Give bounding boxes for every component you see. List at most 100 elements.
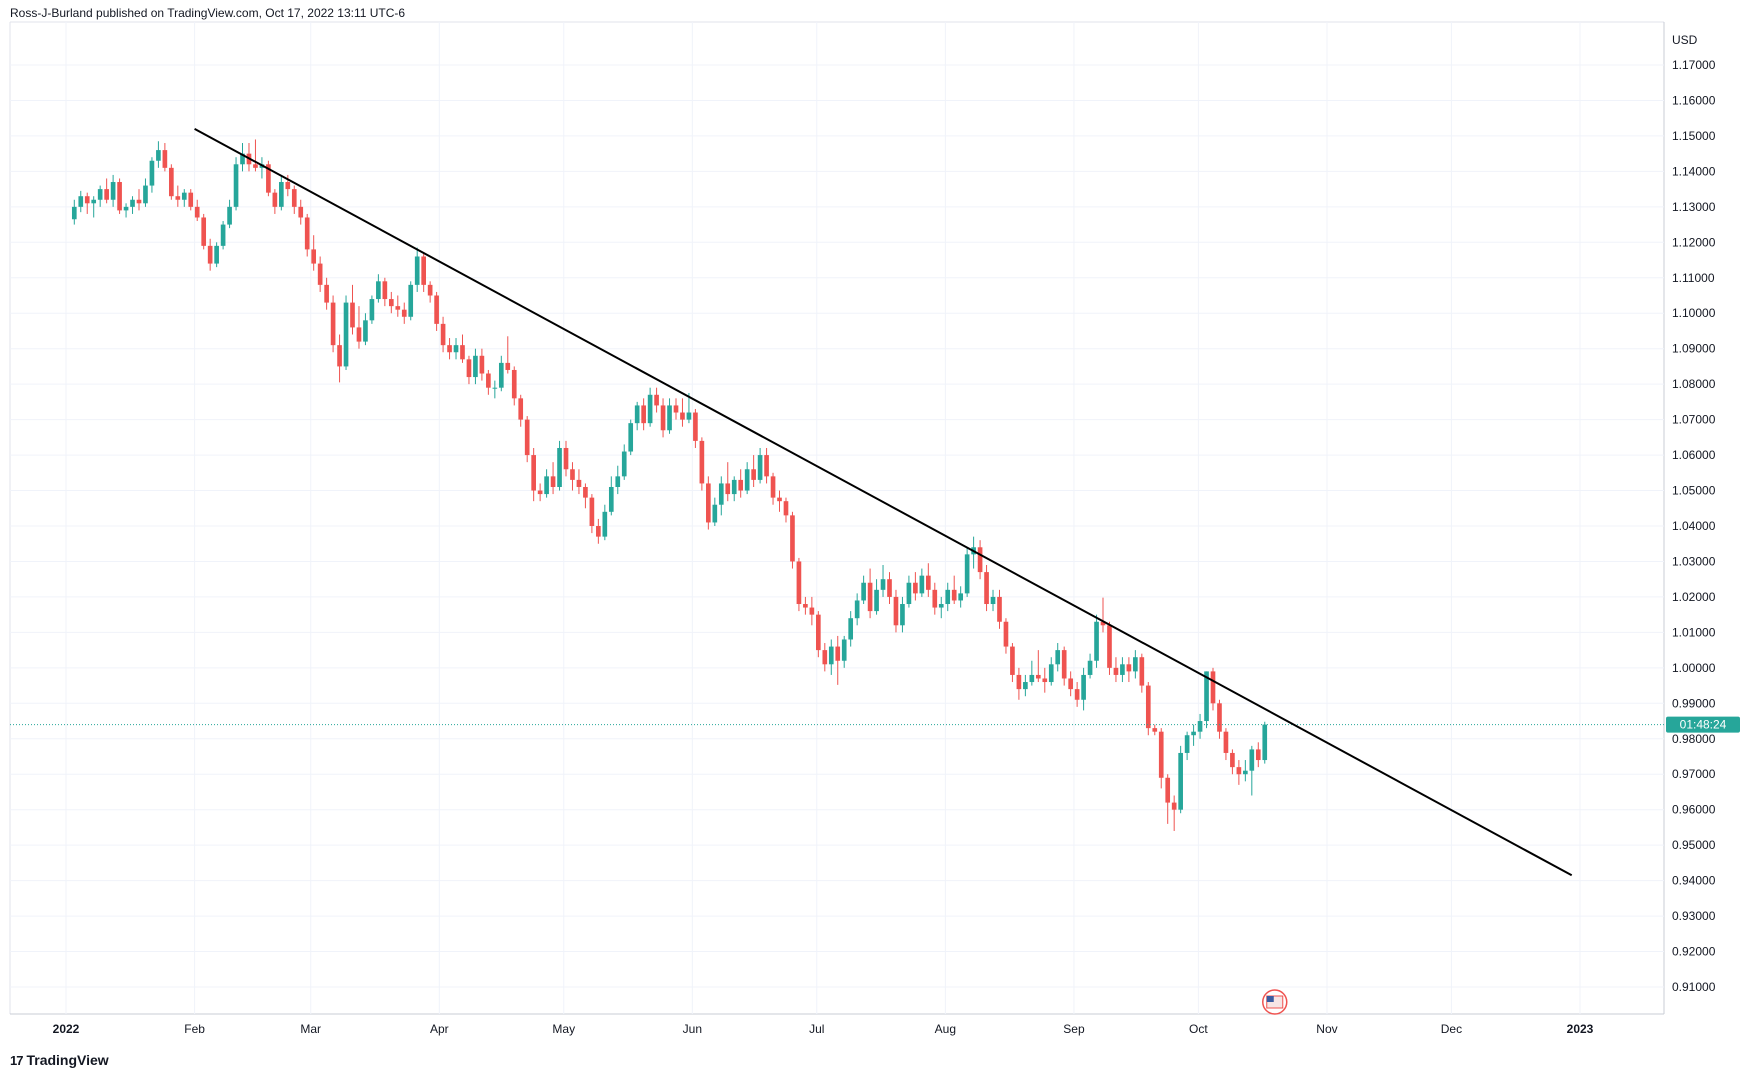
candle-body[interactable] [925, 575, 931, 590]
candle-body[interactable] [699, 440, 705, 484]
candle-body[interactable] [932, 589, 938, 608]
candle-body[interactable] [596, 526, 601, 537]
candle-body[interactable] [751, 469, 756, 480]
candle-body[interactable] [693, 412, 698, 441]
candle-body[interactable] [809, 607, 815, 615]
candle-body[interactable] [227, 206, 232, 225]
candle-body[interactable] [835, 646, 841, 661]
candle-body[interactable] [1139, 657, 1145, 686]
candle-body[interactable] [1204, 671, 1209, 722]
candle-body[interactable] [1107, 625, 1112, 668]
candle-body[interactable] [240, 153, 245, 165]
candle-body[interactable] [91, 199, 97, 204]
candle-body[interactable] [1178, 752, 1183, 810]
candle-body[interactable] [511, 369, 517, 399]
candle-body[interactable] [945, 589, 951, 605]
candle-body[interactable] [350, 302, 355, 328]
candle-body[interactable] [466, 359, 472, 378]
candle-body[interactable] [951, 589, 957, 601]
candle-body[interactable] [136, 199, 142, 204]
candle-body[interactable] [544, 476, 549, 495]
candle-body[interactable] [84, 196, 90, 204]
downtrend-line[interactable] [194, 127, 1573, 877]
candle-body[interactable] [214, 245, 219, 264]
candle-body[interactable] [977, 547, 983, 573]
candle-body[interactable] [906, 582, 912, 605]
candle-body[interactable] [803, 604, 808, 608]
candle-body[interactable] [388, 299, 394, 307]
candle-body[interactable] [434, 295, 439, 324]
candle-body[interactable] [919, 575, 925, 594]
tradingview-logo[interactable]: 17 TradingView [10, 1052, 109, 1068]
candle-body[interactable] [1113, 667, 1119, 675]
candle-body[interactable] [822, 650, 828, 665]
candle-body[interactable] [557, 447, 562, 487]
candle-body[interactable] [1126, 664, 1132, 672]
candle-body[interactable] [401, 309, 407, 317]
candle-body[interactable] [253, 164, 258, 168]
candle-body[interactable] [447, 345, 452, 353]
candle-body[interactable] [777, 497, 782, 502]
candle-body[interactable] [473, 355, 478, 378]
candle-body[interactable] [363, 320, 368, 342]
candle-body[interactable] [634, 405, 640, 424]
candle-body[interactable] [887, 579, 892, 597]
candle-body[interactable] [1145, 685, 1151, 729]
candle-body[interactable] [518, 398, 524, 420]
candle-body[interactable] [1120, 664, 1125, 675]
candle-body[interactable] [130, 199, 135, 207]
candle-body[interactable] [738, 479, 744, 491]
candle-body[interactable] [1158, 731, 1164, 778]
candle-body[interactable] [369, 299, 375, 321]
candle-body[interactable] [505, 362, 511, 370]
candle-body[interactable] [984, 572, 989, 605]
candle-body[interactable] [757, 455, 763, 480]
candle-body[interactable] [233, 164, 239, 207]
candle-body[interactable] [421, 256, 426, 285]
candle-body[interactable] [1230, 752, 1235, 768]
candle-body[interactable] [1243, 770, 1248, 775]
candle-body[interactable] [414, 256, 420, 285]
candle-body[interactable] [1171, 802, 1177, 810]
candle-body[interactable] [104, 189, 109, 200]
candle-body[interactable] [453, 345, 459, 353]
candle-body[interactable] [848, 618, 854, 640]
candle-body[interactable] [641, 405, 646, 424]
candle-body[interactable] [706, 483, 711, 523]
candle-body[interactable] [1042, 678, 1048, 683]
candle-body[interactable] [1055, 650, 1061, 665]
candle-body[interactable] [893, 596, 899, 626]
candle-body[interactable] [1191, 731, 1196, 736]
candle-body[interactable] [1074, 689, 1080, 700]
candle-body[interactable] [1048, 664, 1054, 683]
candle-body[interactable] [900, 604, 905, 626]
candle-body[interactable] [628, 423, 634, 452]
candle-body[interactable] [460, 345, 465, 360]
candle-body[interactable] [486, 373, 491, 388]
candle-body[interactable] [220, 224, 226, 246]
candle-body[interactable] [712, 504, 718, 523]
candle-body[interactable] [149, 160, 155, 186]
candle-body[interactable] [479, 355, 485, 374]
candle-body[interactable] [621, 451, 627, 477]
candle-body[interactable] [1217, 703, 1222, 732]
candle-body[interactable] [1023, 682, 1028, 690]
candle-body[interactable] [1035, 674, 1041, 679]
candle-body[interactable] [156, 150, 161, 161]
candle-body[interactable] [285, 182, 291, 190]
candle-body[interactable] [958, 593, 964, 601]
candle-body[interactable] [990, 596, 996, 605]
candle-body[interactable] [143, 185, 148, 204]
candle-body[interactable] [583, 486, 588, 498]
candle-body[interactable] [266, 164, 271, 193]
candle-body[interactable] [680, 412, 685, 420]
candle-body[interactable] [589, 497, 595, 526]
candle-body[interactable] [647, 394, 653, 424]
candle-body[interactable] [1010, 646, 1015, 675]
candle-body[interactable] [563, 447, 569, 470]
candle-body[interactable] [117, 182, 122, 211]
candle-body[interactable] [867, 582, 873, 612]
candle-body[interactable] [854, 600, 860, 619]
candle-body[interactable] [492, 387, 498, 389]
